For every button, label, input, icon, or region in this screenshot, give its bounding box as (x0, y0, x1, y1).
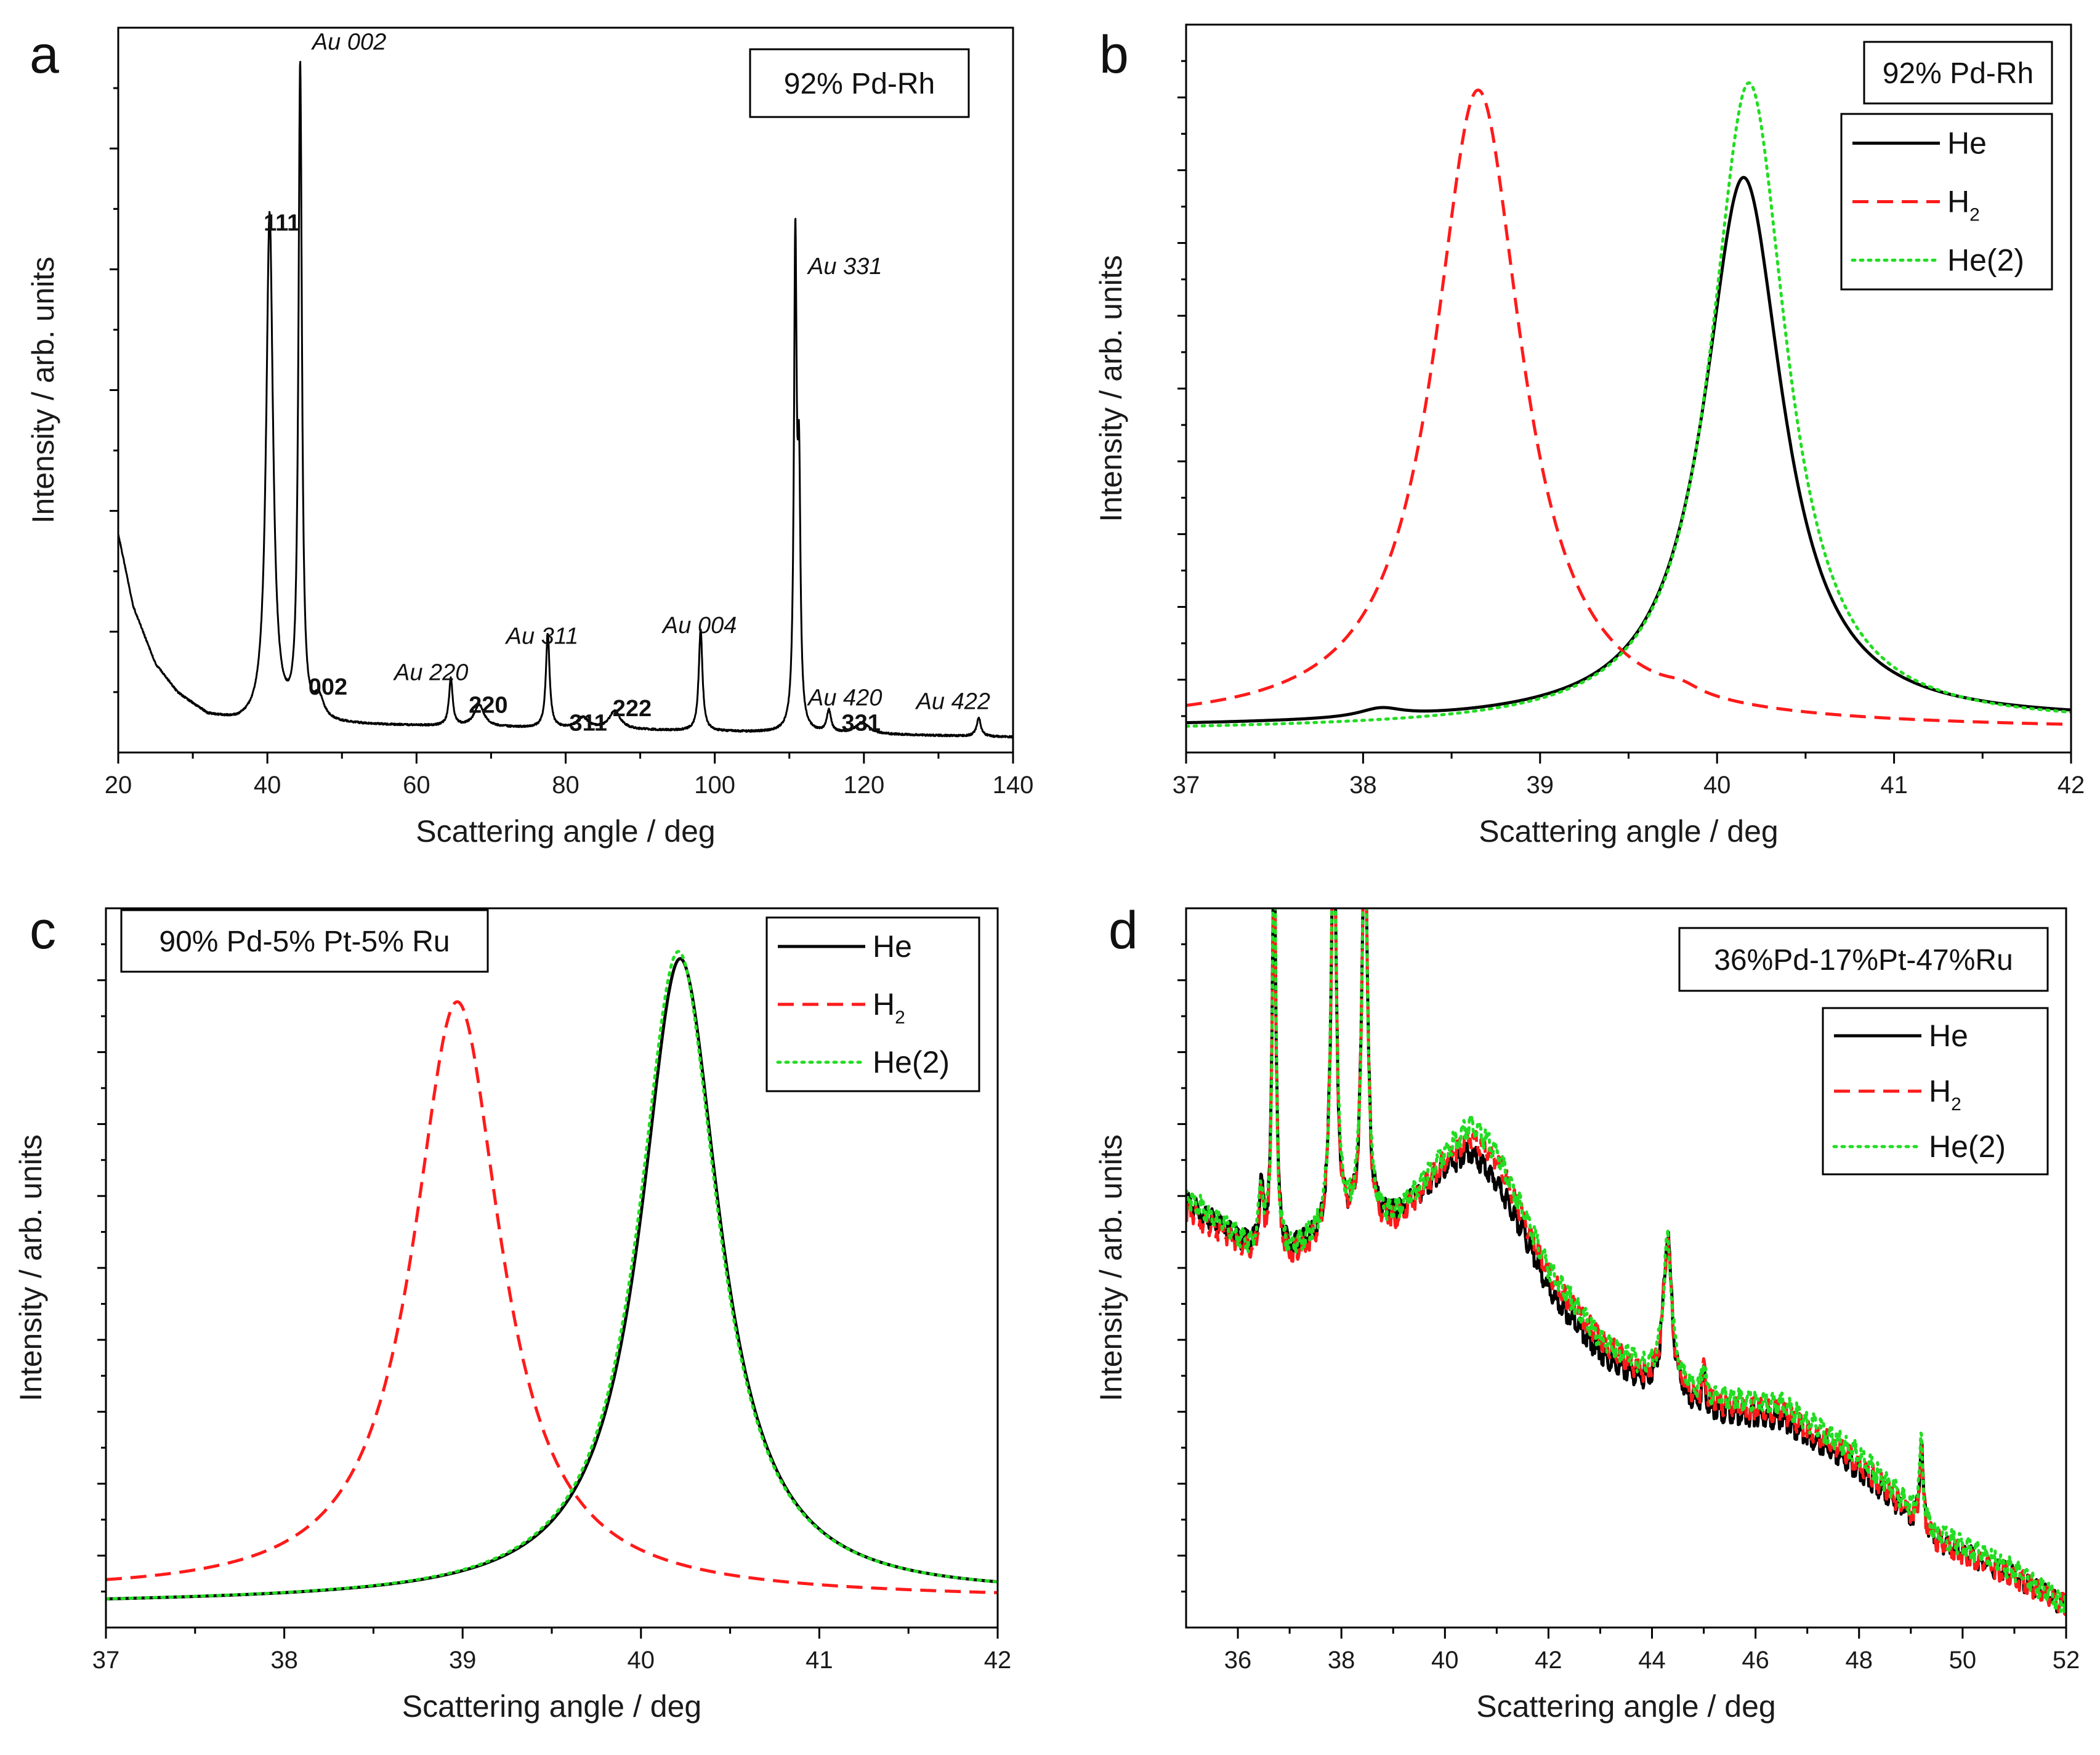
y-axis-title: Intensity / arb. units (14, 1134, 48, 1402)
sample-label: 92% Pd-Rh (784, 68, 935, 100)
sample-label-box (1678, 927, 2049, 992)
peak-label: 002 (309, 674, 347, 700)
peak-label: Au 331 (807, 254, 882, 280)
panel-d: 36 38 40 42 44 46 48 50 52 Scattering angle / deg… (1094, 901, 2080, 1724)
peak-label: Au 002 (311, 29, 386, 55)
sample-label: 36%Pd-17%Pt-47%Ru (1714, 944, 2013, 977)
legend-label-h2: H2 (873, 987, 905, 1028)
peak-label: 222 (613, 696, 652, 722)
series-line-pattern (118, 60, 1013, 739)
x-tick-label: 36 (1224, 1647, 1252, 1674)
x-tick-label: 50 (1949, 1647, 1977, 1674)
x-tick-label: 140 (993, 772, 1034, 799)
x-tick-label: 48 (1846, 1647, 1873, 1674)
legend-subscript: 2 (895, 1007, 905, 1028)
series-group (106, 950, 998, 1600)
x-tick-label: 38 (1328, 1647, 1355, 1674)
legend-label-he: He (1929, 1019, 1968, 1053)
panel-letter: b (1099, 25, 1129, 84)
x-tick-label: 42 (1535, 1647, 1562, 1674)
series-line-h2 (1186, 88, 2071, 726)
y-axis-title: Intensity / arb. units (1094, 255, 1128, 522)
x-axis-title: Scattering angle / deg (1476, 1689, 1775, 1724)
series-group (1186, 908, 2066, 1616)
series-group (1186, 81, 2071, 728)
x-axis-title: Scattering angle / deg (402, 1689, 701, 1724)
x-tick-label: 40 (254, 772, 281, 799)
panel-letter: d (1109, 901, 1138, 960)
series-line-h2 (1186, 908, 2066, 1616)
panel-c: 37 38 39 40 41 42 Scattering angle / deg Intens… (14, 901, 1011, 1724)
sample-label: 90% Pd-5% Pt-5% Ru (159, 926, 450, 958)
x-tick-label: 41 (806, 1647, 833, 1674)
peak-label: 111 (264, 211, 300, 236)
panel-letter: a (30, 25, 59, 84)
series-line-h2 (106, 1000, 998, 1594)
x-tick-label: 60 (403, 772, 430, 799)
x-tick-label: 40 (628, 1647, 655, 1674)
peak-label: Au 004 (661, 613, 737, 639)
legend-label-he2: He(2) (1929, 1129, 2006, 1164)
series-group (118, 60, 1013, 739)
x-tick-label: 46 (1742, 1647, 1769, 1674)
sample-label-box (120, 909, 489, 973)
series-line-he2 (1186, 81, 2071, 728)
peak-label: Au 220 (393, 660, 468, 685)
x-tick-label: 37 (92, 1647, 120, 1674)
x-axis-title: Scattering angle / deg (1479, 814, 1778, 849)
x-tick-label: 37 (1173, 772, 1200, 799)
legend-subscript: 2 (1969, 205, 1980, 225)
panel-a: 20 40 60 80 100 120 140 Scattering angle / deg I… (26, 25, 1033, 849)
x-tick-label: 41 (1880, 772, 1908, 799)
peak-label: 331 (842, 711, 881, 736)
legend-label-he: He (1947, 126, 1987, 161)
series-line-he (1186, 908, 2066, 1616)
x-tick-label: 42 (984, 1647, 1012, 1674)
legend-label-he2: He(2) (873, 1045, 950, 1079)
sample-label: 92% Pd-Rh (1883, 57, 2033, 90)
x-tick-label: 40 (1431, 1647, 1459, 1674)
y-axis-title: Intensity / arb. units (26, 257, 60, 524)
x-tick-label: 100 (694, 772, 735, 799)
x-tick-label: 39 (1527, 772, 1554, 799)
y-axis-title: Intensity / arb. units (1094, 1134, 1128, 1402)
figure-panels: 20 40 60 80 100 120 140 Scattering angle / deg I… (14, 23, 2085, 1724)
series-line-he (1186, 176, 2071, 725)
legend-label-he: He (873, 929, 912, 964)
series-line-he2 (106, 950, 998, 1600)
x-tick-label: 39 (449, 1647, 477, 1674)
x-tick-label: 120 (843, 772, 884, 799)
x-tick-label: 44 (1638, 1647, 1666, 1674)
x-tick-label: 52 (2053, 1647, 2080, 1674)
peak-label: Au 422 (915, 688, 990, 714)
peak-label: 311 (570, 711, 607, 736)
x-tick-label: 80 (552, 772, 580, 799)
series-line-he2 (1186, 908, 2066, 1614)
peak-label: Au 420 (807, 685, 882, 711)
panel-letter: c (30, 901, 56, 960)
x-tick-label: 20 (105, 772, 132, 799)
x-tick-label: 42 (2058, 772, 2085, 799)
x-tick-label: 38 (1349, 772, 1377, 799)
legend-label-he2: He(2) (1947, 243, 2024, 278)
legend: He H2 He(2) (765, 916, 980, 1092)
x-tick-label: 40 (1703, 772, 1731, 799)
sample-label-box (1863, 41, 2053, 105)
peak-label: 220 (469, 692, 507, 718)
peak-label: Au 311 (505, 623, 579, 649)
panel-b: 37 38 39 40 41 42 Scattering angle / deg Intens… (1094, 23, 2085, 849)
x-axis-title: Scattering angle / deg (416, 814, 715, 849)
sample-label-box (749, 48, 970, 118)
x-tick-label: 38 (270, 1647, 298, 1674)
legend-subscript: 2 (1951, 1094, 1961, 1115)
